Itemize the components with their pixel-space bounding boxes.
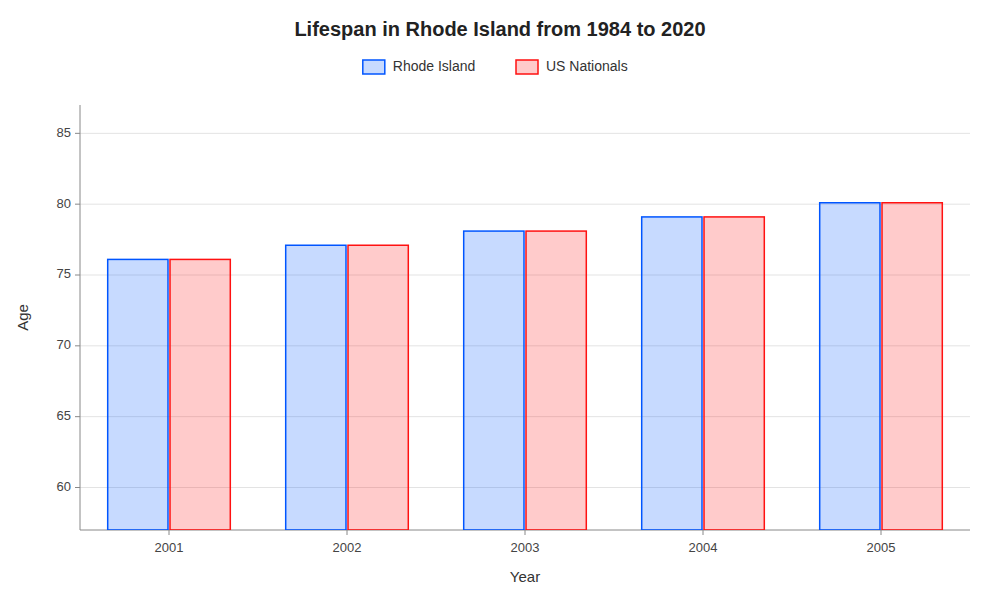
legend-label: Rhode Island — [393, 58, 476, 74]
chart-svg: 60 65 70 75 80 85 2001 2002 2003 2004 2005 Year Age L… — [0, 0, 1000, 600]
y-tick — [75, 275, 80, 276]
y-tick-label: 65 — [57, 408, 71, 423]
y-axis-line — [80, 105, 81, 530]
x-tick-label: 2002 — [333, 540, 362, 555]
x-tick-label: 2005 — [867, 540, 896, 555]
legend-swatch — [363, 60, 385, 74]
title: Lifespan in Rhode Island from 1984 to 20… — [294, 18, 705, 40]
x-tick — [347, 530, 348, 535]
y-axis-label: Age — [14, 304, 31, 331]
y-tick — [75, 204, 80, 205]
x-axis-label: Year — [510, 568, 540, 585]
x-tick — [703, 530, 704, 535]
x-tick-label: 2003 — [511, 540, 540, 555]
bar — [820, 203, 880, 530]
y-tick-label: 80 — [57, 196, 71, 211]
page: {"chart_data": {"type": "bar", "title": … — [0, 0, 1000, 600]
y-tick — [75, 345, 80, 346]
bar — [348, 245, 408, 530]
y-tick-label: 70 — [57, 337, 71, 352]
legend-swatch — [516, 60, 538, 74]
y-tick — [75, 133, 80, 134]
bar — [108, 259, 168, 530]
bar — [642, 217, 702, 530]
bar — [704, 217, 764, 530]
bars — [108, 203, 943, 530]
y-tick — [75, 416, 80, 417]
x-tick — [881, 530, 882, 535]
bar — [464, 231, 524, 530]
x-tick-label: 2004 — [689, 540, 718, 555]
bar — [526, 231, 586, 530]
x-tick — [525, 530, 526, 535]
y-tick-label: 60 — [57, 479, 71, 494]
x-tick — [169, 530, 170, 535]
y-tick — [75, 487, 80, 488]
bar — [170, 259, 230, 530]
x-tick-label: 2001 — [155, 540, 184, 555]
chart-container: 60 65 70 75 80 85 2001 2002 2003 2004 2005 Year Age L… — [0, 0, 1000, 600]
grid-line — [80, 133, 970, 134]
bar — [882, 203, 942, 530]
axes: 60 65 70 75 80 85 2001 2002 2003 2004 2005 — [57, 105, 970, 555]
bar — [286, 245, 346, 530]
y-tick-label: 85 — [57, 125, 71, 140]
legend: Rhode Island US Nationals — [363, 58, 628, 74]
y-tick-label: 75 — [57, 266, 71, 281]
legend-label: US Nationals — [546, 58, 628, 74]
